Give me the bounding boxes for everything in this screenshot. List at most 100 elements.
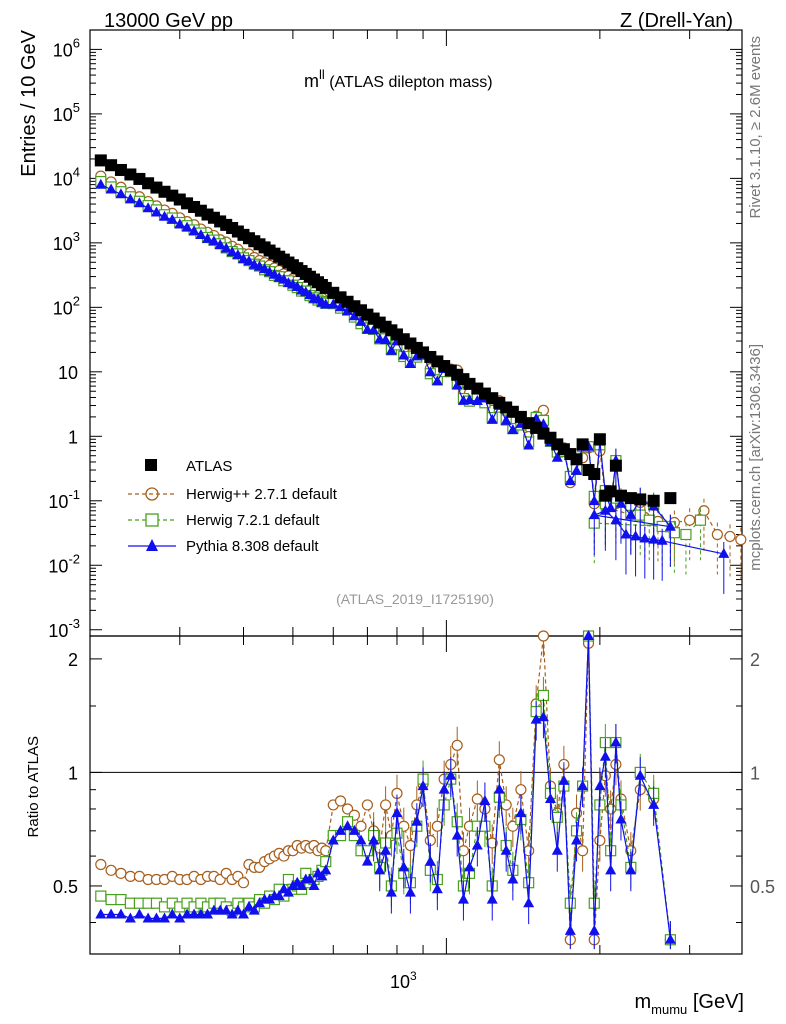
ratio-point-pythia xyxy=(605,864,617,875)
ratio-point-herwigpp xyxy=(105,864,117,876)
legend-marker-pythia xyxy=(146,539,158,551)
ratio-point-herwigpp xyxy=(471,793,483,805)
ratio-point-pythia xyxy=(634,769,646,780)
ratio-point-herwigpp xyxy=(537,630,550,642)
ratio-point-pythia xyxy=(254,897,266,908)
point-pythia xyxy=(105,183,117,194)
mcplots-label: mcplots.cern.ch [arXiv:1306.3436] xyxy=(747,344,764,571)
ratio-point-pythia xyxy=(558,774,570,785)
x-tick-label-1000: 103 xyxy=(390,969,417,992)
point-pythia xyxy=(463,394,475,405)
ratio-point-pythia xyxy=(391,807,403,818)
point-herwigpp xyxy=(724,530,736,543)
ratio-point-pythia xyxy=(320,864,332,875)
ratio-point-pythia xyxy=(564,924,576,935)
ratio-point-pythia xyxy=(243,900,255,911)
x-axis-label: mmumu [GeV] xyxy=(635,991,745,1017)
legend: ATLAS Herwig++ 2.7.1 default Herwig 7.2.… xyxy=(128,458,338,555)
ratio-point-pythia xyxy=(115,908,127,919)
ratio-point-pythia xyxy=(308,879,320,890)
x-axis-label-unit: [GeV] xyxy=(687,991,744,1013)
ratio-point-pythia xyxy=(424,855,436,866)
ratio-point-herwig7 xyxy=(551,811,563,823)
plot-title-sup: ll xyxy=(319,67,325,82)
point-herwig7 xyxy=(668,527,680,539)
ratio-point-pythia xyxy=(431,883,443,894)
ratio-plot-frame xyxy=(89,635,743,955)
plot-title-rest: (ATLAS dilepton mass) xyxy=(325,74,493,91)
energy-label: 13000 GeV pp xyxy=(104,10,233,32)
y-tick-label: 102 xyxy=(53,293,80,318)
ratio-point-pythia xyxy=(327,834,339,845)
ratio-point-pythia xyxy=(583,630,595,640)
ratio-point-herwigpp xyxy=(493,754,505,766)
plot-title-main: m xyxy=(304,71,319,91)
ratio-y-tick-label: 2 xyxy=(68,650,78,670)
main-data-layer xyxy=(94,154,747,594)
y-axis-label-ratio: Ratio to ATLAS xyxy=(25,736,42,837)
ratio-point-pythia xyxy=(588,924,600,935)
point-pythia xyxy=(551,451,563,462)
point-pythia xyxy=(335,301,347,312)
ratio-data-layer xyxy=(95,630,676,950)
point-pythia xyxy=(166,213,178,224)
point-pythia xyxy=(639,532,651,543)
point-pythia xyxy=(610,514,622,525)
ratio-point-pythia xyxy=(599,750,611,761)
ratio-point-herwigpp xyxy=(95,858,107,871)
point-atlas xyxy=(609,459,622,472)
ratio-point-pythia xyxy=(304,873,316,884)
point-pythia xyxy=(625,508,637,519)
point-herwigpp xyxy=(684,514,696,526)
ratio-point-pythia xyxy=(551,844,563,855)
legend-label-herwig7: Herwig 7.2.1 default xyxy=(186,512,320,529)
ratio-point-herwig7 xyxy=(115,894,127,906)
point-pythia xyxy=(368,324,380,335)
legend-label-herwigpp: Herwig++ 2.7.1 default xyxy=(186,486,338,503)
point-pythia xyxy=(500,414,512,425)
point-atlas xyxy=(576,438,589,451)
point-pythia xyxy=(133,197,145,208)
point-pythia xyxy=(588,495,600,506)
point-pythia xyxy=(243,255,255,266)
ratio-point-pythia xyxy=(544,793,556,804)
ratio-point-pythia xyxy=(417,780,429,791)
point-atlas xyxy=(105,159,118,172)
y-tick-label: 103 xyxy=(53,229,80,254)
ratio-point-herwigpp xyxy=(334,795,347,807)
point-pythia xyxy=(507,424,519,435)
point-pythia xyxy=(380,334,392,345)
y-tick-label: 10-1 xyxy=(48,487,80,512)
point-pythia xyxy=(398,349,410,360)
ratio-point-pythia xyxy=(648,798,660,809)
point-pythia xyxy=(195,229,207,240)
ratio-point-pythia xyxy=(124,912,136,923)
legend-label-pythia: Pythia 8.308 default xyxy=(186,538,319,555)
x-axis-label-main: m xyxy=(635,991,652,1013)
point-atlas xyxy=(664,492,677,505)
point-atlas xyxy=(604,485,617,498)
point-atlas xyxy=(588,468,601,481)
ratio-point-pythia xyxy=(463,861,475,872)
ratio-point-pythia xyxy=(201,908,213,919)
point-pythia xyxy=(226,246,238,257)
ratio-point-pythia xyxy=(493,783,505,794)
ratio-point-pythia xyxy=(174,912,186,923)
ratio-point-herwigpp xyxy=(380,799,392,811)
point-pythia xyxy=(431,375,443,386)
ratio-point-herwigpp xyxy=(515,784,527,796)
point-pythia xyxy=(188,225,200,236)
ratio-point-pythia xyxy=(237,908,249,919)
ratio-point-pythia xyxy=(142,912,154,923)
ratio-point-pythia xyxy=(615,813,627,824)
point-pythia xyxy=(348,310,360,321)
point-atlas xyxy=(124,168,137,181)
y-tick-label: 10-3 xyxy=(48,616,80,641)
point-pythia xyxy=(571,464,583,475)
x-axis-label-sub: mumu xyxy=(651,1002,687,1017)
point-pythia xyxy=(142,202,154,213)
point-pythia xyxy=(355,315,367,326)
ratio-point-pythia xyxy=(105,908,117,919)
point-atlas xyxy=(570,453,583,466)
point-herwigpp xyxy=(735,534,747,546)
